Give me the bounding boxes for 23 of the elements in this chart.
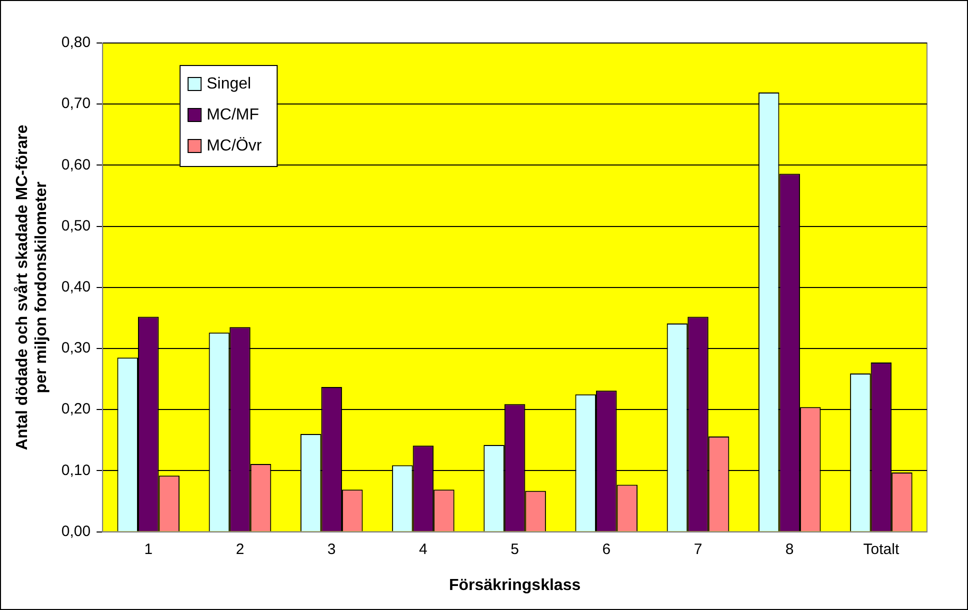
y-tick-label: 0,80 <box>61 34 91 52</box>
y-tick-label: 0,50 <box>61 217 91 234</box>
x-tick-label: 7 <box>694 540 702 558</box>
x-tick-label: 2 <box>236 540 244 558</box>
y-tick-label: 0,40 <box>61 278 91 296</box>
x-tick-label: 6 <box>602 540 611 558</box>
y-tick-label: 0,10 <box>61 462 91 479</box>
x-tick-label: 3 <box>327 540 336 558</box>
y-tick-label: 0,30 <box>61 340 91 357</box>
y-axis-title: Antal dödade och svårt skadade MC-förare per miljon fordonskilometer <box>13 124 50 450</box>
x-axis-title: Försäkringsklass <box>448 576 581 594</box>
legend-label: MC/MF <box>206 106 260 124</box>
legend-label: MC/Övr <box>206 136 262 154</box>
y-tick-label: 0,00 <box>61 522 91 540</box>
y-tick-label: 0,60 <box>61 156 91 174</box>
y-tick-label: 0,20 <box>61 400 91 418</box>
x-tick-label: 4 <box>419 540 428 558</box>
legend-label: Singel <box>206 75 252 92</box>
y-tick-label: 0,70 <box>61 95 91 112</box>
x-tick-label: 5 <box>510 540 519 558</box>
x-tick-label: Totalt <box>863 540 900 558</box>
x-tick-label: 1 <box>144 540 153 558</box>
x-tick-label: 8 <box>785 540 794 558</box>
